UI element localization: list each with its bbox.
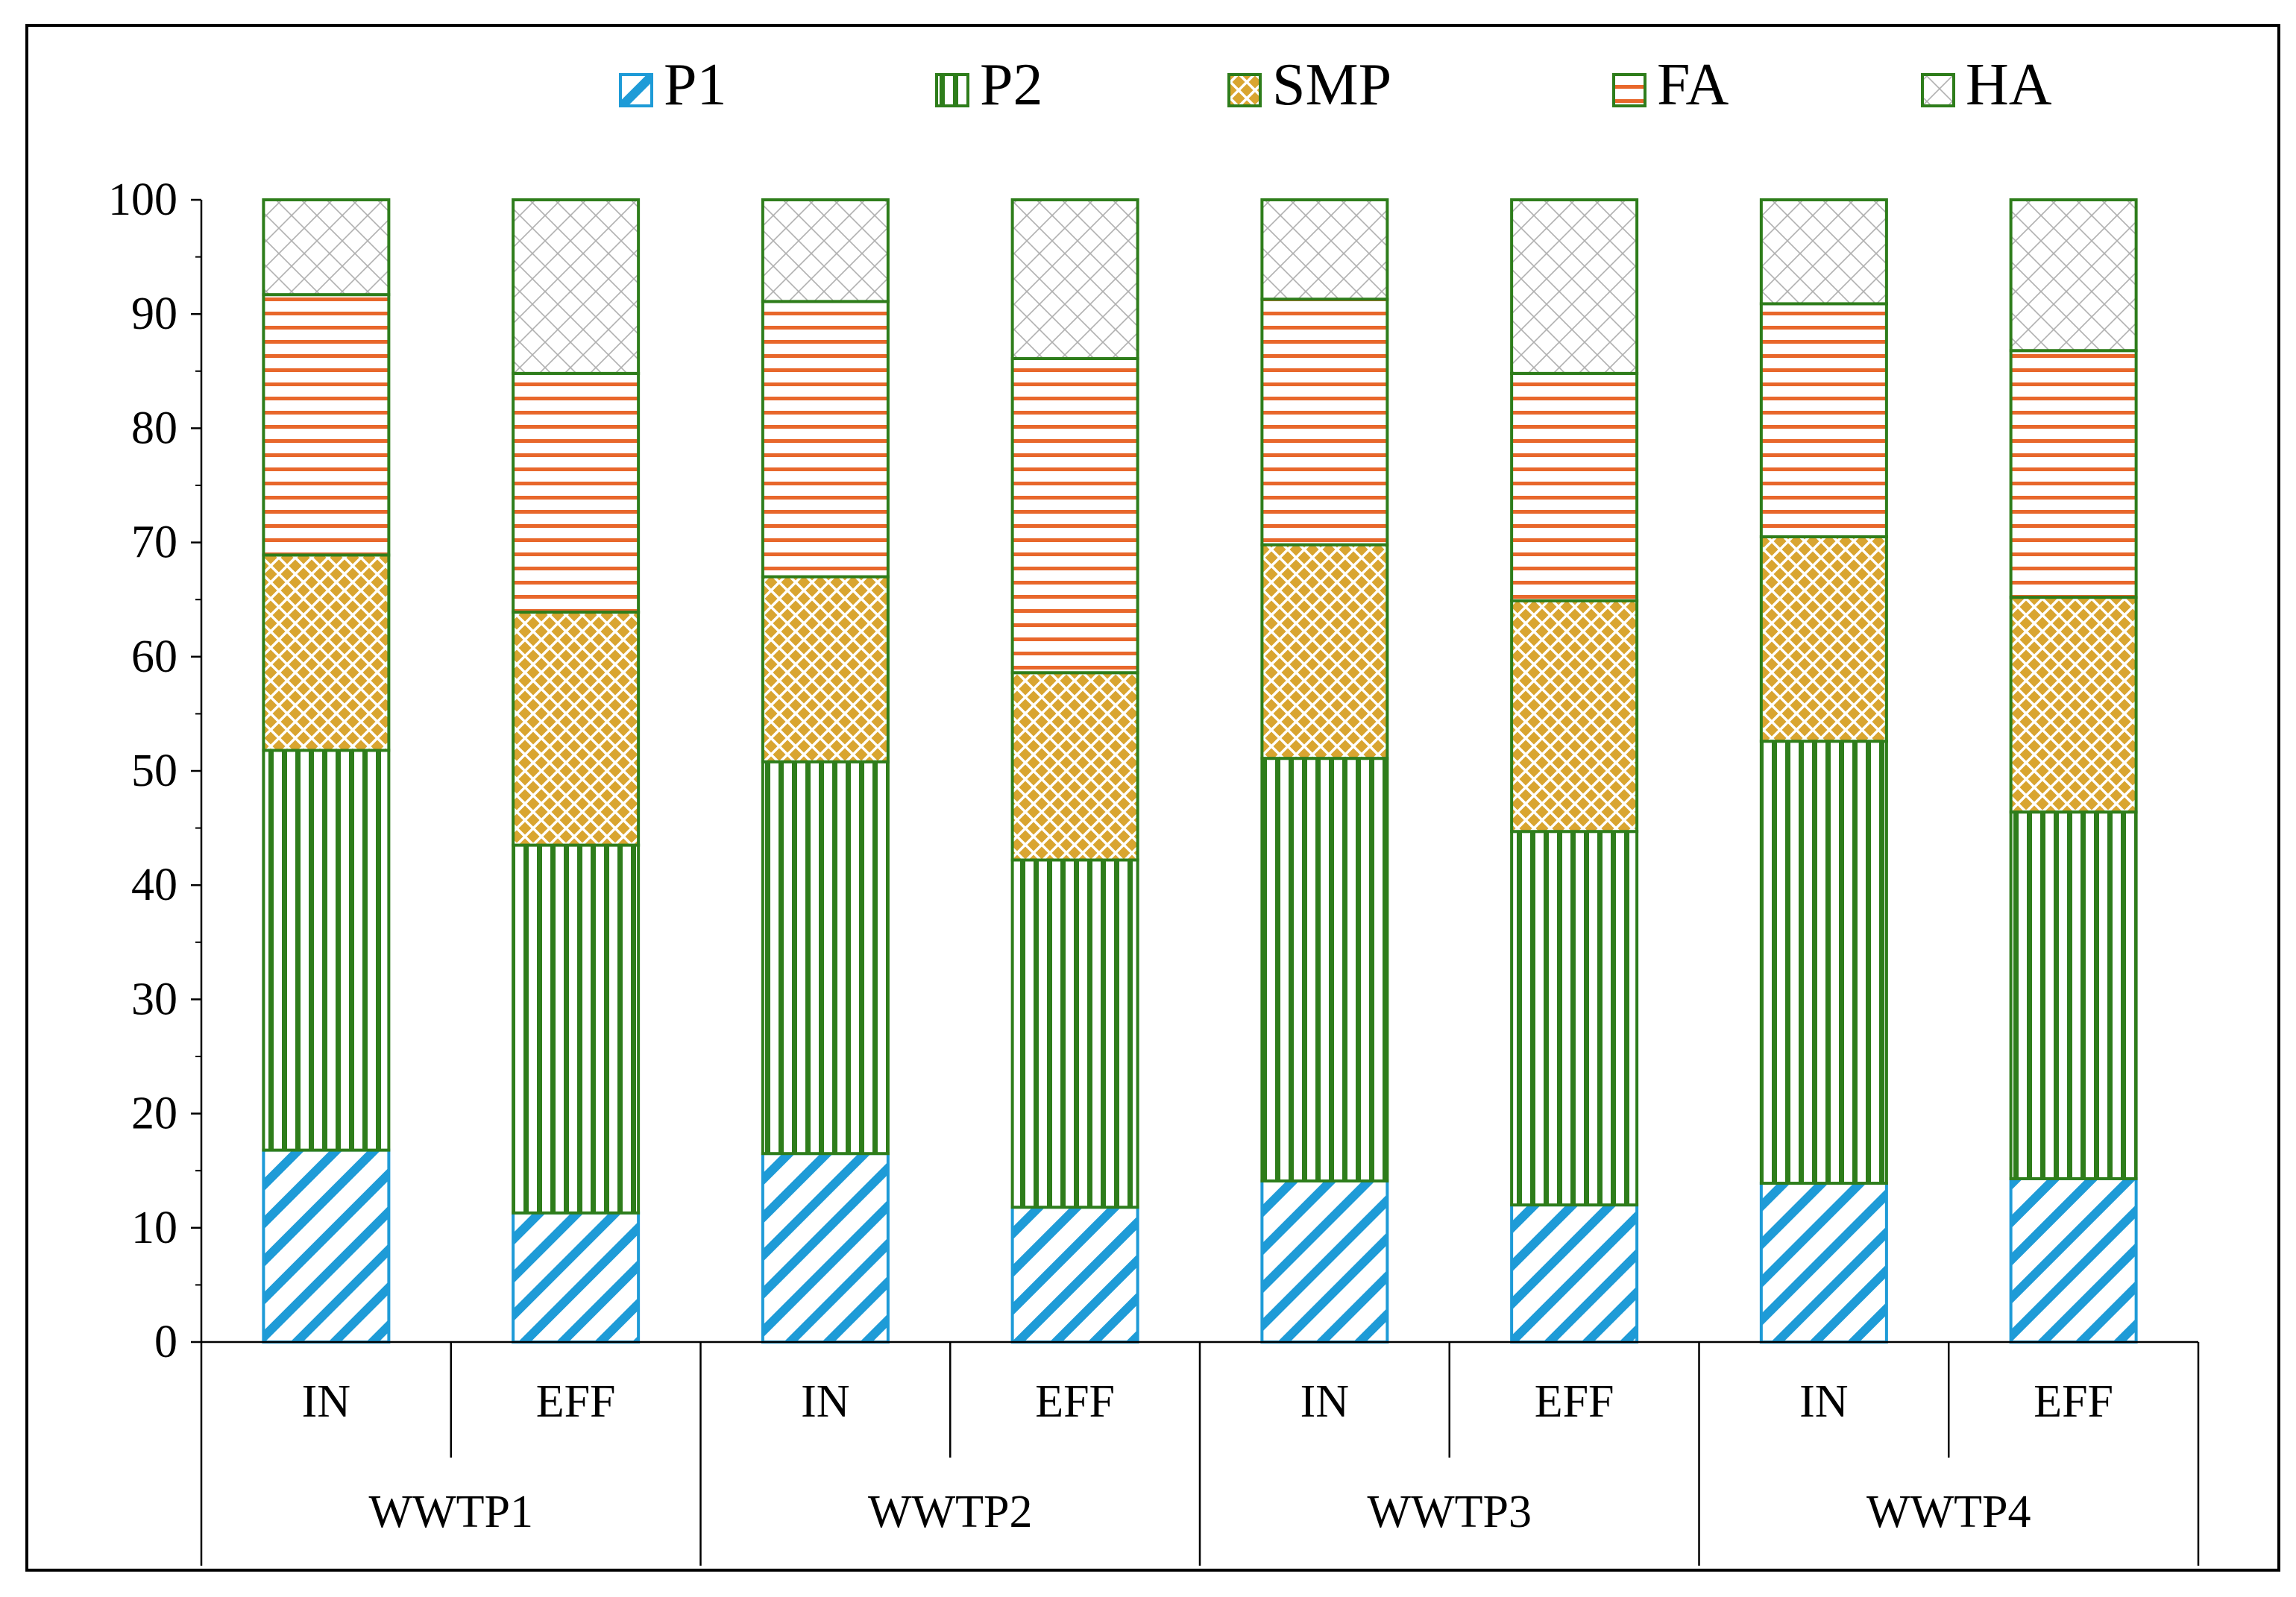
legend-label: HA xyxy=(1966,52,2052,118)
y-tick-label: 40 xyxy=(131,860,177,910)
legend-label: P1 xyxy=(664,52,727,118)
y-tick-label: 100 xyxy=(108,174,177,225)
y-tick-label: 30 xyxy=(131,974,177,1024)
bar-segment-ha xyxy=(512,198,641,375)
legend-swatch-ha xyxy=(1921,73,1955,107)
bar-segment-p2 xyxy=(262,749,391,1152)
bar-segment-p2 xyxy=(1759,740,1888,1185)
bar-segment-p1 xyxy=(512,1211,641,1344)
bar-segment-p2 xyxy=(2009,810,2138,1180)
bar-segment-smp xyxy=(761,575,890,763)
bar-segment-fa xyxy=(1260,297,1389,546)
x-category-label: EFF xyxy=(1035,1376,1115,1427)
y-tick-label: 50 xyxy=(131,746,177,796)
chart-frame xyxy=(25,24,2280,1572)
y-tick-label: 10 xyxy=(131,1203,177,1253)
bar-segment-ha xyxy=(1010,198,1139,360)
y-tick-label: 0 xyxy=(154,1317,177,1367)
x-category-label: IN xyxy=(801,1376,849,1427)
legend-label: FA xyxy=(1657,52,1729,118)
bar-segment-p1 xyxy=(1759,1182,1888,1344)
legend: P1 P2 SMP FA HA xyxy=(619,52,2052,118)
y-tick-label: 60 xyxy=(131,631,177,682)
x-group-label: WWTP3 xyxy=(1368,1487,1532,1537)
bar-segment-p1 xyxy=(1010,1206,1139,1344)
x-category-label: IN xyxy=(1300,1376,1349,1427)
bar-segment-smp xyxy=(1010,671,1139,862)
bar-segment-smp xyxy=(1759,535,1888,743)
bar-segment-ha xyxy=(1759,198,1888,306)
bar-segment-p2 xyxy=(512,843,641,1215)
bar-segment-fa xyxy=(1510,371,1639,602)
bar-segment-p1 xyxy=(2009,1177,2138,1344)
x-category-label: IN xyxy=(302,1376,350,1427)
bars xyxy=(262,198,2138,1344)
y-tick-label: 20 xyxy=(131,1089,177,1139)
legend-label: SMP xyxy=(1272,52,1391,118)
bar-segment-p2 xyxy=(761,760,890,1156)
bar-segment-p1 xyxy=(262,1148,391,1344)
bar-segment-smp xyxy=(1510,599,1639,834)
legend-swatch-p2 xyxy=(935,73,969,107)
x-group-label: WWTP4 xyxy=(1866,1487,2031,1537)
bar-segment-ha xyxy=(1510,198,1639,375)
bar-segment-fa xyxy=(262,293,391,557)
legend-label: P2 xyxy=(980,52,1043,118)
bar-segment-ha xyxy=(761,198,890,303)
y-axis: 0 10 20 30 40 50 60 70 80 90 100 xyxy=(108,174,203,1367)
x-category-label: IN xyxy=(1799,1376,1848,1427)
x-category-label: EFF xyxy=(2034,1376,2113,1427)
bar-segment-fa xyxy=(2009,349,2138,599)
legend-swatch-p1 xyxy=(619,73,653,107)
x-group-label: WWTP2 xyxy=(868,1487,1032,1537)
x-category-label: EFF xyxy=(536,1376,616,1427)
bar-segment-smp xyxy=(512,611,641,847)
y-tick-label: 80 xyxy=(131,403,177,453)
bar-segment-p1 xyxy=(1260,1179,1389,1344)
bar-segment-fa xyxy=(512,371,641,614)
bar-segment-p2 xyxy=(1260,757,1389,1182)
y-tick-label: 90 xyxy=(131,289,177,339)
bar-segment-p2 xyxy=(1010,858,1139,1209)
bar-segment-p2 xyxy=(1510,830,1639,1207)
bar-segment-p1 xyxy=(761,1152,890,1344)
bar-segment-ha xyxy=(2009,198,2138,353)
y-tick-label: 70 xyxy=(131,517,177,568)
bar-segment-ha xyxy=(262,198,391,297)
bar-segment-ha xyxy=(1260,198,1389,301)
bar-segment-fa xyxy=(761,300,890,579)
legend-swatch-smp xyxy=(1227,73,1262,107)
legend-swatch-fa xyxy=(1612,73,1646,107)
bar-segment-smp xyxy=(2009,596,2138,814)
bar-segment-fa xyxy=(1759,302,1888,538)
x-axis: IN EFF IN EFF IN EFF IN EFF WWTP1 WWTP2 WWTP3 WWTP4 xyxy=(200,1341,2200,1566)
x-group-label: WWTP1 xyxy=(369,1487,533,1537)
bar-segment-smp xyxy=(262,553,391,752)
x-category-label: EFF xyxy=(1535,1376,1614,1427)
bar-segment-p1 xyxy=(1510,1203,1639,1344)
bar-segment-smp xyxy=(1260,543,1389,760)
bar-segment-fa xyxy=(1010,356,1139,675)
